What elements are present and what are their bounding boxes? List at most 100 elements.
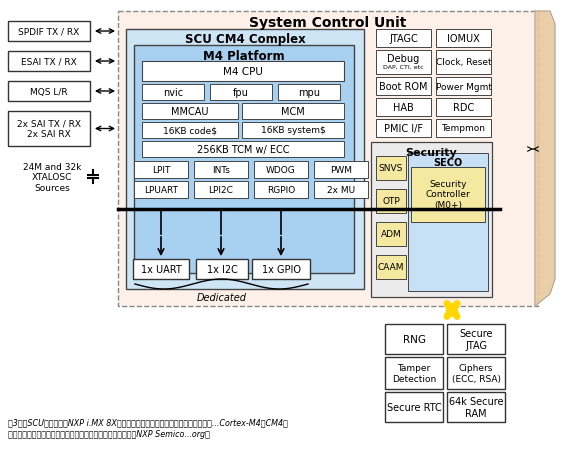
Text: Secure RTC: Secure RTC bbox=[387, 402, 441, 412]
Text: OTP: OTP bbox=[382, 197, 400, 206]
Text: Boot ROM: Boot ROM bbox=[379, 82, 428, 92]
Bar bbox=[252, 259, 310, 279]
Text: 1x GPIO: 1x GPIO bbox=[261, 264, 301, 275]
Text: MCM: MCM bbox=[281, 107, 305, 117]
Text: nvic: nvic bbox=[163, 88, 183, 98]
Text: Security: Security bbox=[406, 148, 457, 158]
Text: System Control Unit: System Control Unit bbox=[249, 16, 407, 30]
Bar bbox=[314, 162, 368, 179]
Text: HAB: HAB bbox=[393, 103, 414, 113]
Text: 24M and 32k
XTALOSC
Sources: 24M and 32k XTALOSC Sources bbox=[23, 163, 81, 193]
Text: 64k Secure
RAM: 64k Secure RAM bbox=[449, 396, 503, 418]
Text: M4 CPU: M4 CPU bbox=[223, 67, 263, 77]
Text: RNG: RNG bbox=[402, 334, 426, 344]
Bar bbox=[133, 259, 189, 279]
Bar bbox=[385, 392, 443, 422]
Bar bbox=[385, 324, 443, 354]
Bar bbox=[447, 357, 505, 389]
Bar bbox=[385, 357, 443, 389]
Bar bbox=[436, 78, 491, 96]
Bar bbox=[134, 162, 188, 179]
Text: 图3：该SCU深度集成在NXP i.MX 8X处理器内，不供开发人员使用，而是使用专用...Cortex-M4（CM4）: 图3：该SCU深度集成在NXP i.MX 8X处理器内，不供开发人员使用，而是使… bbox=[8, 417, 288, 426]
Bar bbox=[8, 112, 90, 147]
Bar bbox=[142, 85, 204, 101]
Bar bbox=[254, 162, 308, 179]
Text: 256KB TCM w/ ECC: 256KB TCM w/ ECC bbox=[197, 144, 289, 155]
Text: DAP, CTI, etc: DAP, CTI, etc bbox=[383, 64, 424, 69]
Bar bbox=[194, 181, 248, 199]
Bar bbox=[278, 85, 340, 101]
Bar bbox=[126, 30, 364, 289]
Bar bbox=[376, 256, 406, 279]
Text: LPUART: LPUART bbox=[144, 186, 178, 194]
Bar bbox=[371, 143, 492, 297]
Text: MMCAU: MMCAU bbox=[171, 107, 209, 117]
Bar bbox=[314, 181, 368, 199]
Text: SPDIF TX / RX: SPDIF TX / RX bbox=[18, 27, 80, 37]
Bar bbox=[436, 30, 491, 48]
Bar bbox=[408, 154, 488, 291]
Bar bbox=[210, 85, 272, 101]
Bar bbox=[376, 223, 406, 246]
Bar bbox=[242, 123, 344, 139]
Text: WDOG: WDOG bbox=[266, 166, 296, 175]
Bar bbox=[8, 52, 90, 72]
Bar bbox=[194, 162, 248, 179]
Text: MQS L/R: MQS L/R bbox=[30, 88, 68, 96]
Bar bbox=[8, 82, 90, 102]
Text: Tamper
Detection: Tamper Detection bbox=[392, 363, 436, 383]
Bar bbox=[134, 181, 188, 199]
Text: mpu: mpu bbox=[298, 88, 320, 98]
Bar bbox=[376, 30, 431, 48]
Text: Security
Controller
(M0+): Security Controller (M0+) bbox=[426, 180, 470, 209]
Text: 2x MU: 2x MU bbox=[327, 186, 355, 194]
Text: 1x I2C: 1x I2C bbox=[207, 264, 238, 275]
Text: Ciphers
(ECC, RSA): Ciphers (ECC, RSA) bbox=[452, 363, 500, 383]
Polygon shape bbox=[535, 12, 555, 307]
Text: 1x UART: 1x UART bbox=[140, 264, 181, 275]
Bar bbox=[436, 51, 491, 75]
Bar bbox=[142, 104, 238, 120]
Bar bbox=[376, 99, 431, 117]
Text: SECO: SECO bbox=[434, 158, 462, 168]
Bar bbox=[376, 156, 406, 181]
Text: SCU CM4 Complex: SCU CM4 Complex bbox=[185, 33, 306, 46]
Text: LPIT: LPIT bbox=[152, 166, 170, 175]
Bar bbox=[118, 12, 538, 307]
Bar bbox=[376, 189, 406, 213]
Bar bbox=[142, 123, 238, 139]
Text: SNVS: SNVS bbox=[379, 164, 403, 173]
Bar bbox=[447, 324, 505, 354]
Text: PMIC I/F: PMIC I/F bbox=[384, 124, 423, 134]
Text: INTs: INTs bbox=[212, 166, 230, 175]
Text: Tempmon: Tempmon bbox=[441, 124, 486, 133]
Text: ADM: ADM bbox=[380, 230, 401, 239]
Text: Secure
JTAG: Secure JTAG bbox=[459, 328, 493, 350]
Bar bbox=[242, 104, 344, 120]
Text: JTAGC: JTAGC bbox=[389, 34, 418, 44]
Text: Debug: Debug bbox=[387, 54, 419, 64]
Bar bbox=[254, 181, 308, 199]
Bar bbox=[134, 46, 354, 274]
Bar bbox=[376, 51, 431, 75]
Bar bbox=[447, 392, 505, 422]
Text: 2x SAI TX / RX
2x SAI RX: 2x SAI TX / RX 2x SAI RX bbox=[17, 119, 81, 139]
Text: M4 Platform: M4 Platform bbox=[203, 50, 285, 63]
Text: Power Mgmt: Power Mgmt bbox=[435, 82, 491, 91]
Bar bbox=[436, 120, 491, 138]
Bar bbox=[142, 62, 344, 82]
Text: Dedicated: Dedicated bbox=[196, 292, 247, 302]
Text: 16KB system$: 16KB system$ bbox=[260, 126, 325, 135]
Text: RGPIO: RGPIO bbox=[267, 186, 295, 194]
Bar bbox=[196, 259, 248, 279]
Text: 16KB code$: 16KB code$ bbox=[163, 126, 217, 135]
Bar bbox=[8, 22, 90, 42]
Text: CAAM: CAAM bbox=[378, 263, 404, 272]
Bar bbox=[376, 78, 431, 96]
Text: PWM: PWM bbox=[330, 166, 352, 175]
Text: RDC: RDC bbox=[453, 103, 474, 113]
Bar bbox=[411, 168, 485, 223]
Text: 子系统从器件的主要处理器分担系统管理任务。（图片来源：NXP Semico...org）: 子系统从器件的主要处理器分担系统管理任务。（图片来源：NXP Semico...… bbox=[8, 429, 210, 438]
Bar bbox=[142, 142, 344, 158]
Text: Clock, Reset: Clock, Reset bbox=[436, 58, 491, 67]
